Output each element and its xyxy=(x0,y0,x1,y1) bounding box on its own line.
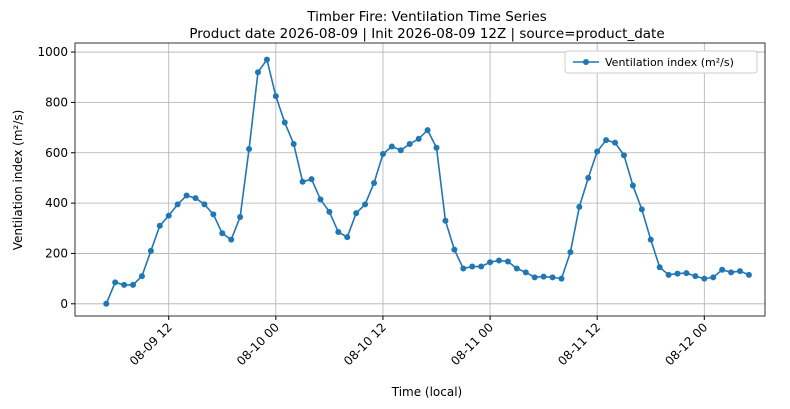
data-point xyxy=(201,201,208,208)
data-point xyxy=(138,273,145,280)
data-point xyxy=(130,281,137,288)
data-point xyxy=(737,268,744,275)
data-point xyxy=(674,270,681,277)
data-point xyxy=(469,263,476,270)
data-point xyxy=(567,249,574,256)
data-point xyxy=(612,139,619,146)
data-point xyxy=(495,257,502,264)
legend-label: Ventilation index (m²/s) xyxy=(605,56,734,69)
data-point xyxy=(326,208,333,215)
data-point xyxy=(620,152,627,159)
data-point xyxy=(254,69,261,76)
data-point xyxy=(558,275,565,282)
data-point xyxy=(719,266,726,273)
data-point xyxy=(629,182,636,189)
data-point xyxy=(487,259,494,266)
data-point xyxy=(478,263,485,270)
data-point xyxy=(665,271,672,278)
data-point xyxy=(210,211,217,218)
data-point xyxy=(281,119,288,126)
data-point xyxy=(504,258,511,265)
data-point xyxy=(308,176,315,183)
y-tick-label: 0 xyxy=(60,297,68,311)
data-point xyxy=(362,201,369,208)
y-tick-label: 600 xyxy=(45,146,68,160)
data-point xyxy=(263,56,270,63)
data-point xyxy=(433,144,440,151)
data-point xyxy=(460,265,467,272)
data-point xyxy=(388,143,395,150)
x-tick-label: 08-11 00 xyxy=(448,320,496,368)
data-point xyxy=(103,300,110,307)
y-tick-label: 400 xyxy=(45,196,68,210)
data-point xyxy=(647,236,654,243)
data-point xyxy=(174,201,181,208)
data-point xyxy=(219,230,226,237)
data-point xyxy=(371,179,378,186)
data-point xyxy=(228,236,235,243)
data-point xyxy=(710,274,717,281)
data-point xyxy=(728,269,735,276)
data-point xyxy=(424,127,431,134)
data-point xyxy=(585,174,592,181)
data-point xyxy=(299,178,306,185)
x-tick-label: 08-11 12 xyxy=(555,320,603,368)
data-point xyxy=(406,140,413,147)
data-point xyxy=(531,274,538,281)
legend-marker xyxy=(583,59,589,65)
data-point xyxy=(290,140,297,147)
data-point xyxy=(603,137,610,144)
data-point xyxy=(317,196,324,203)
data-point xyxy=(701,275,708,282)
x-axis-label: Time (local) xyxy=(391,385,463,399)
y-tick-label: 800 xyxy=(45,95,68,109)
data-point xyxy=(451,246,458,253)
data-point xyxy=(192,195,199,202)
data-point xyxy=(397,147,404,154)
data-point xyxy=(683,270,690,277)
data-point xyxy=(522,269,529,276)
data-point xyxy=(415,135,422,142)
data-point xyxy=(344,234,351,241)
data-point xyxy=(379,151,386,158)
chart-title: Timber Fire: Ventilation Time Series xyxy=(306,9,547,25)
data-point xyxy=(112,279,119,286)
data-point xyxy=(513,265,520,272)
x-tick-label: 08-09 12 xyxy=(127,320,175,368)
data-point xyxy=(121,281,128,288)
data-point xyxy=(638,206,645,213)
x-tick-label: 08-10 00 xyxy=(234,320,282,368)
y-axis-label: Ventilation index (m²/s) xyxy=(11,110,25,251)
data-point xyxy=(165,212,172,219)
series-line xyxy=(105,57,750,305)
data-point xyxy=(237,213,244,220)
data-point xyxy=(692,273,699,280)
data-point xyxy=(156,222,163,229)
data-point xyxy=(335,229,342,236)
y-tick-label: 1000 xyxy=(37,45,68,59)
data-point xyxy=(594,148,601,155)
data-point xyxy=(353,210,360,217)
data-point xyxy=(549,274,556,281)
data-point xyxy=(246,145,253,152)
data-point xyxy=(183,192,190,199)
data-point xyxy=(442,217,449,224)
data-point xyxy=(272,93,279,100)
y-tick-label: 200 xyxy=(45,246,68,260)
x-tick-label: 08-10 12 xyxy=(341,320,389,368)
data-point xyxy=(576,203,583,210)
x-tick-label: 08-12 00 xyxy=(662,320,710,368)
chart-subtitle: Product date 2026-08-09 | Init 2026-08-0… xyxy=(189,26,664,42)
plot-frame xyxy=(74,42,766,317)
legend-box xyxy=(564,50,758,74)
data-point xyxy=(540,273,547,280)
data-point xyxy=(147,247,154,254)
data-point xyxy=(745,271,752,278)
data-point xyxy=(656,264,663,271)
